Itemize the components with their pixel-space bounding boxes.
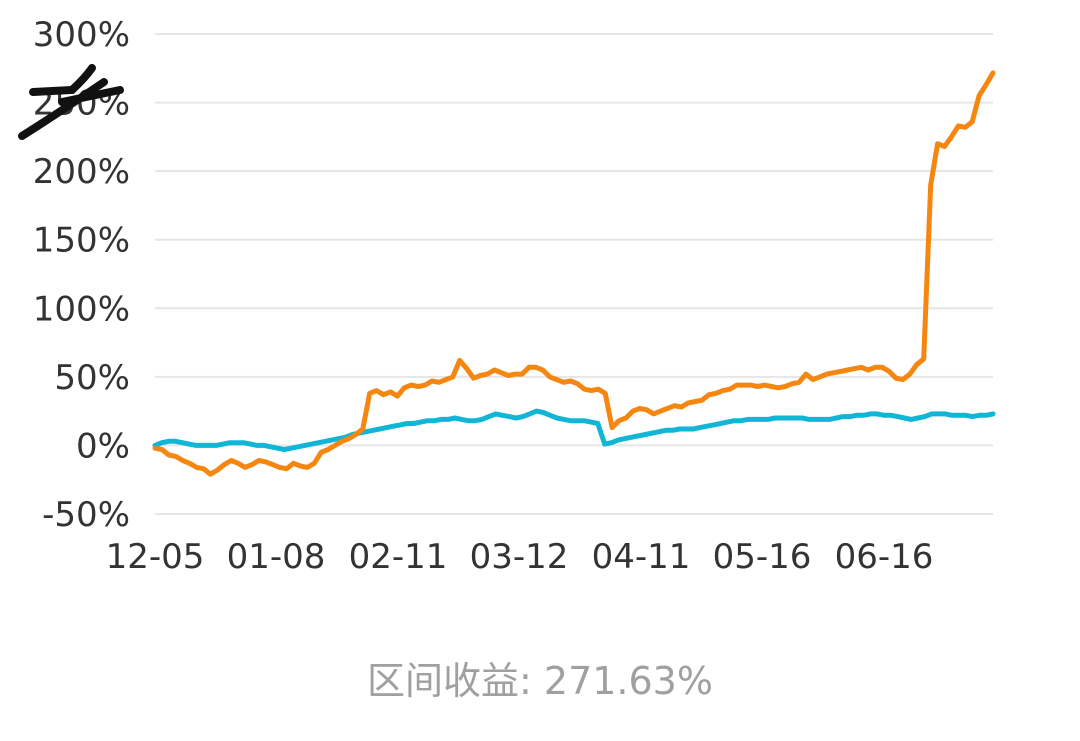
y-tick-label: 50% (54, 358, 130, 398)
x-tick-label: 12-05 (106, 537, 205, 577)
x-tick-label: 01-08 (227, 537, 326, 577)
x-tick-label: 02-11 (349, 537, 448, 577)
x-tick-label: 03-12 (470, 537, 569, 577)
gridlines (155, 33, 993, 515)
series-line (152, 70, 996, 477)
interval-return-summary: 区间收益: 271.63% (367, 659, 713, 703)
series-lines (152, 70, 996, 477)
y-tick-label: 300% (33, 15, 130, 55)
y-tick-label: 0% (76, 426, 130, 466)
scribble-mark (18, 64, 124, 140)
x-tick-label: 04-11 (592, 537, 691, 577)
y-tick-label: 100% (33, 289, 130, 329)
y-tick-label: 200% (33, 152, 130, 192)
y-tick-label: 150% (33, 221, 130, 261)
series-line (152, 408, 996, 452)
x-tick-label: 06-16 (835, 537, 934, 577)
x-axis-tick-labels: 12-05 01-08 02-11 03-12 04-11 05-16 06-16 (106, 537, 934, 577)
x-tick-label: 05-16 (713, 537, 812, 577)
y-tick-label: -50% (42, 495, 130, 535)
